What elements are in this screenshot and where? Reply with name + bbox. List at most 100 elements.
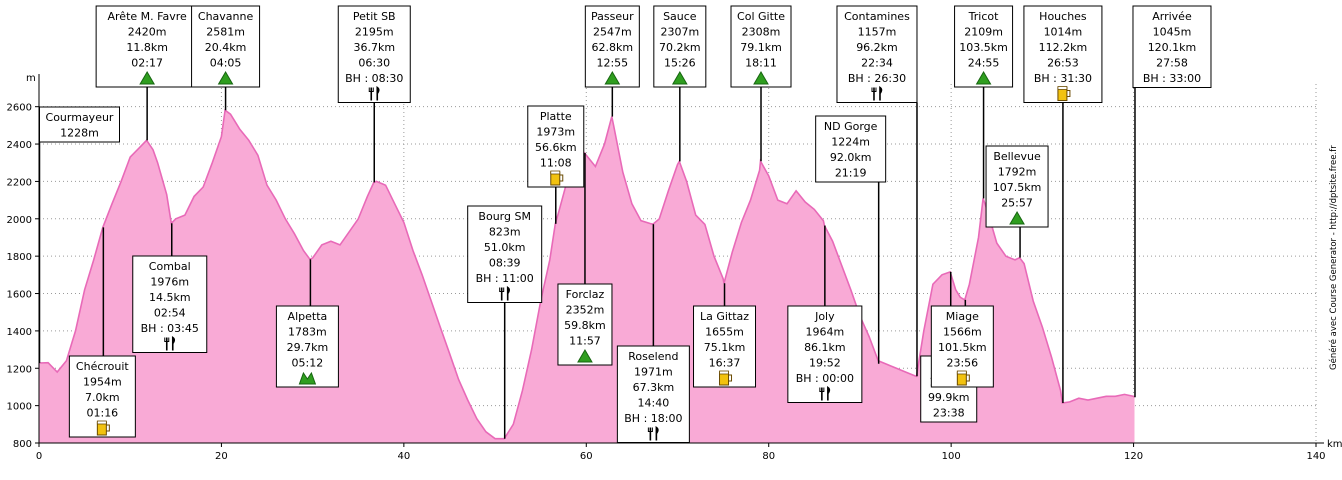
knife-icon <box>655 426 659 441</box>
waypoint-label-line: Joly <box>814 310 835 323</box>
waypoint-bourg-sm: Bourg SM 823m 51.0km 08:39 BH : 11:00 <box>467 205 543 439</box>
waypoint-label-line: Forclaz <box>566 288 605 301</box>
waypoint-label-line: 27:58 <box>1156 57 1188 70</box>
waypoint-label-line: Platte <box>540 110 572 123</box>
beer-mug-handle <box>106 424 110 432</box>
waypoint-label-line: 62.8km <box>592 41 634 54</box>
waypoint-label-line: Houches <box>1039 10 1087 23</box>
waypoint-label-line: Petit SB <box>353 10 396 23</box>
waypoint-label-line: Roselend <box>628 350 678 363</box>
waypoint-label-line: 67.3km <box>633 381 675 394</box>
waypoint-label-line: La Gittaz <box>700 310 749 323</box>
waypoint-label-line: 1228m <box>60 127 99 140</box>
summit-icon <box>975 71 992 85</box>
waypoint-label-line: 2420m <box>128 26 167 39</box>
x-tick-label: 120 <box>1124 451 1143 462</box>
waypoint-label-line: Chavanne <box>198 10 254 23</box>
waypoint-label-line: 36.7km <box>353 41 395 54</box>
waypoint-label-line: 79.1km <box>740 41 782 54</box>
waypoint-label-line: 02:17 <box>131 57 163 70</box>
waypoint-label-line: 11:57 <box>569 335 601 348</box>
waypoint-label-line: 2547m <box>593 26 632 39</box>
x-tick-label: 80 <box>762 451 775 462</box>
waypoint-chavanne: Chavanne 2581m 20.4km 04:05 <box>191 5 261 111</box>
waypoint-col-gitte: Col Gitte 2308m 79.1km 18:11 <box>730 5 792 162</box>
waypoint-label-line: 101.5km <box>938 341 987 354</box>
waypoint-label-line: 2307m <box>660 26 699 39</box>
waypoint-platte: Platte 1973m 56.6km 11:08 <box>527 105 585 224</box>
waypoint-label-box <box>787 305 863 403</box>
summit-icon <box>1009 211 1025 225</box>
summit-icon <box>753 71 769 85</box>
waypoint-label-line: 103.5km <box>959 41 1008 54</box>
waypoint-label-line: 06:30 <box>358 57 390 70</box>
waypoint-petit-sb: Petit SB 2195m 36.7km 06:30 BH : 08:30 <box>337 5 411 183</box>
x-tick-label: 60 <box>580 451 593 462</box>
waypoint-label-box <box>337 5 411 103</box>
waypoint-label-line: 56.6km <box>535 141 577 154</box>
waypoint-label-line: 14:40 <box>638 397 670 410</box>
waypoint-label-box <box>132 255 208 353</box>
waypoint-courmayeur: Courmayeur 1228m <box>38 106 120 364</box>
waypoint-label-line: BH : 26:30 <box>848 72 906 85</box>
waypoint-label-line: BH : 31:30 <box>1034 72 1092 85</box>
waypoint-label-box <box>836 5 918 103</box>
waypoint-label-line: Sauce <box>663 10 697 23</box>
waypoint-label-line: 1976m <box>150 276 189 289</box>
waypoint-label-line: 21:19 <box>835 167 867 180</box>
waypoint-forclaz: Forclaz 2352m 59.8km 11:57 <box>557 153 613 366</box>
pass-icon <box>298 371 317 385</box>
waypoint-label-line: 26:53 <box>1047 57 1079 70</box>
waypoint-label-box <box>39 106 120 143</box>
waypoint-label-line: 1973m <box>536 126 575 139</box>
waypoint-tricot: Tricot 2109m 103.5km 24:55 <box>954 5 1014 199</box>
waypoint-label-box <box>275 305 339 388</box>
waypoint-label-line: 92.0km <box>830 151 872 164</box>
waypoint-miage: Miage 1566m 101.5km 23:56 <box>930 299 994 388</box>
waypoint-label-line: BH : 00:00 <box>796 372 854 385</box>
waypoint-label-line: 11.8km <box>126 41 168 54</box>
waypoint-label-box <box>616 345 690 443</box>
waypoint-sauce: Sauce 2307m 70.2km 15:26 <box>653 5 707 162</box>
summit-icon <box>139 71 156 85</box>
waypoint-label-line: 23:56 <box>946 357 978 370</box>
waypoint-label-line: 59.8km <box>564 319 606 332</box>
waypoint-annotations: Courmayeur 1228m Chécrouit 1954m 7.0km 01:16 A… <box>38 5 1212 443</box>
fork-tines <box>647 427 653 432</box>
waypoint-label-line: 29.7km <box>287 341 329 354</box>
waypoint-label-line: Col Gitte <box>737 10 785 23</box>
waypoint-label-line: Arrivée <box>1152 10 1192 23</box>
fork-tines <box>871 87 877 92</box>
waypoint-label-line: 1792m <box>998 166 1037 179</box>
waypoint-label-line: 1783m <box>288 326 327 339</box>
waypoint-label-line: 1655m <box>705 326 744 339</box>
waypoint-label-line: Arête M. Favre <box>108 10 187 23</box>
y-tick-label: 2600 <box>7 103 32 114</box>
y-tick-label: 800 <box>13 439 32 450</box>
waypoint-label-box <box>1132 5 1212 88</box>
waypoint-label-line: 24:55 <box>968 57 1000 70</box>
waypoint-label-line: 11:08 <box>540 157 572 170</box>
summit-icon <box>671 71 688 85</box>
waypoint-label-line: 1964m <box>805 326 844 339</box>
waypoint-label-line: 2109m <box>964 26 1003 39</box>
waypoint-label-line: 2352m <box>566 304 605 317</box>
waypoint-label-line: 96.2km <box>856 41 898 54</box>
profile-line <box>38 108 1136 440</box>
waypoint-roselend: Roselend 1971m 67.3km 14:40 BH : 18:00 <box>616 224 690 443</box>
x-axis-label: km <box>1327 439 1342 450</box>
summit-icon <box>577 349 593 363</box>
y-tick-label: 2200 <box>7 177 32 188</box>
waypoint-label-line: 1014m <box>1044 26 1083 39</box>
waypoint-label-line: Courmayeur <box>46 111 114 124</box>
y-tick-label: 1800 <box>7 252 32 263</box>
waypoint-label-line: 120.1km <box>1148 41 1197 54</box>
y-tick-label: 1400 <box>7 327 32 338</box>
waypoint-label-line: 2308m <box>742 26 781 39</box>
x-tick-label: 140 <box>1306 451 1325 462</box>
waypoint-ch-crouit: Chécrouit 1954m 7.0km 01:16 <box>68 227 136 438</box>
waypoint-label-line: 23:38 <box>933 407 965 420</box>
waypoint-label-line: ND Gorge <box>824 120 878 133</box>
waypoint-label-line: 1971m <box>634 366 673 379</box>
